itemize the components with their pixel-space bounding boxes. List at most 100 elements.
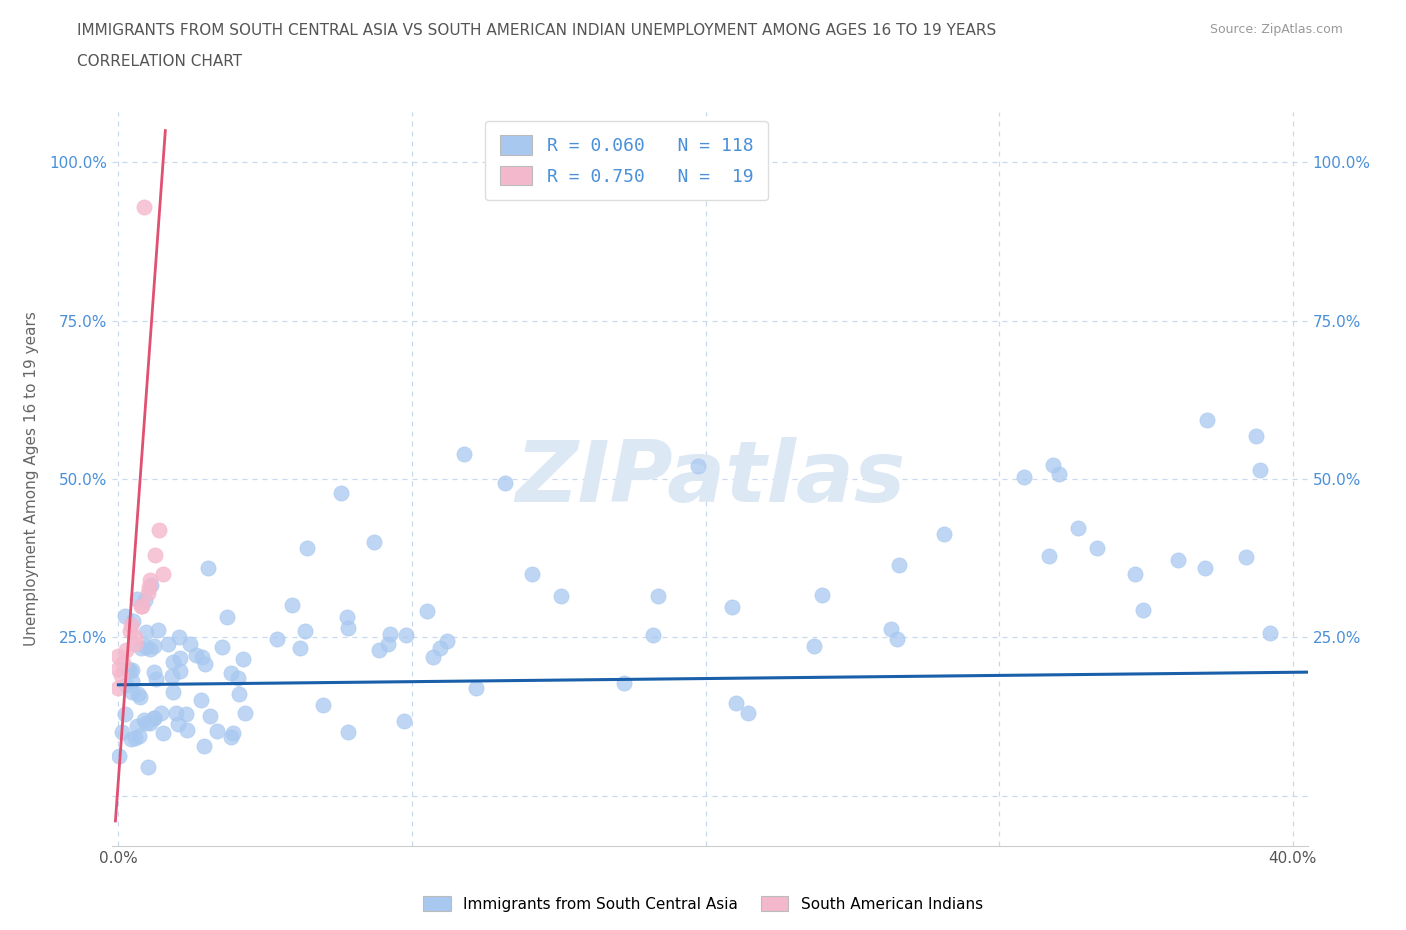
Point — [124, 630, 146, 644]
Point — [162, 684, 184, 699]
Point — [165, 706, 187, 721]
Point — [107, 661, 129, 676]
Point — [219, 665, 242, 680]
Point — [1194, 561, 1216, 576]
Point — [217, 610, 239, 625]
Legend: R = 0.060   N = 118, R = 0.750   N =  19: R = 0.060 N = 118, R = 0.750 N = 19 — [485, 121, 768, 200]
Point — [1132, 603, 1154, 618]
Point — [186, 647, 208, 662]
Point — [138, 579, 160, 594]
Point — [118, 663, 141, 678]
Point — [336, 724, 359, 739]
Point — [337, 621, 360, 636]
Point — [135, 640, 157, 655]
Point — [1042, 458, 1064, 472]
Point — [139, 642, 162, 657]
Point — [1038, 549, 1060, 564]
Point — [107, 681, 129, 696]
Point — [124, 636, 146, 651]
Point — [174, 706, 197, 721]
Point — [136, 586, 159, 601]
Point — [132, 199, 155, 214]
Point — [453, 446, 475, 461]
Point — [124, 730, 146, 745]
Point — [152, 566, 174, 581]
Point — [129, 641, 152, 656]
Point — [115, 678, 138, 693]
Point — [139, 573, 162, 588]
Point — [811, 588, 834, 603]
Point — [148, 522, 170, 537]
Point — [108, 749, 131, 764]
Point — [127, 686, 149, 701]
Point — [368, 643, 391, 658]
Point — [118, 623, 141, 638]
Point — [121, 614, 143, 629]
Point — [879, 621, 901, 636]
Point — [169, 651, 191, 666]
Point — [688, 458, 710, 473]
Point — [222, 726, 245, 741]
Point — [1066, 520, 1088, 535]
Point — [141, 578, 163, 592]
Point — [416, 604, 439, 618]
Point — [149, 705, 172, 720]
Text: CORRELATION CHART: CORRELATION CHART — [77, 54, 242, 69]
Point — [128, 728, 150, 743]
Point — [1244, 429, 1267, 444]
Point — [205, 724, 228, 739]
Text: Source: ZipAtlas.com: Source: ZipAtlas.com — [1209, 23, 1343, 36]
Point — [1249, 462, 1271, 477]
Point — [1197, 413, 1219, 428]
Point — [193, 738, 215, 753]
Point — [1258, 626, 1281, 641]
Point — [114, 608, 136, 623]
Point — [465, 681, 488, 696]
Point — [295, 541, 318, 556]
Point — [129, 598, 152, 613]
Point — [142, 664, 165, 679]
Point — [135, 715, 157, 730]
Point — [494, 475, 516, 490]
Text: IMMIGRANTS FROM SOUTH CENTRAL ASIA VS SOUTH AMERICAN INDIAN UNEMPLOYMENT AMONG A: IMMIGRANTS FROM SOUTH CENTRAL ASIA VS SO… — [77, 23, 997, 38]
Point — [232, 652, 254, 667]
Point — [737, 706, 759, 721]
Point — [111, 724, 134, 739]
Point — [211, 639, 233, 654]
Point — [266, 632, 288, 647]
Point — [336, 609, 359, 624]
Point — [143, 711, 166, 725]
Point — [134, 592, 156, 607]
Point — [129, 690, 152, 705]
Point — [121, 673, 143, 688]
Point — [281, 598, 304, 613]
Point — [363, 535, 385, 550]
Point — [194, 657, 217, 671]
Text: ZIPatlas: ZIPatlas — [515, 437, 905, 521]
Point — [550, 589, 572, 604]
Point — [395, 628, 418, 643]
Point — [1012, 469, 1035, 484]
Point — [152, 725, 174, 740]
Point — [613, 675, 636, 690]
Point — [146, 622, 169, 637]
Point — [200, 709, 222, 724]
Point — [132, 712, 155, 727]
Point — [179, 636, 201, 651]
Point — [120, 618, 142, 632]
Point — [721, 599, 744, 614]
Point — [803, 639, 825, 654]
Y-axis label: Unemployment Among Ages 16 to 19 years: Unemployment Among Ages 16 to 19 years — [24, 312, 38, 646]
Point — [156, 637, 179, 652]
Point — [886, 631, 908, 646]
Legend: Immigrants from South Central Asia, South American Indians: Immigrants from South Central Asia, Sout… — [418, 889, 988, 918]
Point — [647, 589, 669, 604]
Point — [169, 664, 191, 679]
Point — [107, 649, 129, 664]
Point — [121, 684, 143, 699]
Point — [226, 671, 249, 685]
Point — [288, 641, 311, 656]
Point — [166, 716, 188, 731]
Point — [143, 711, 166, 725]
Point — [197, 561, 219, 576]
